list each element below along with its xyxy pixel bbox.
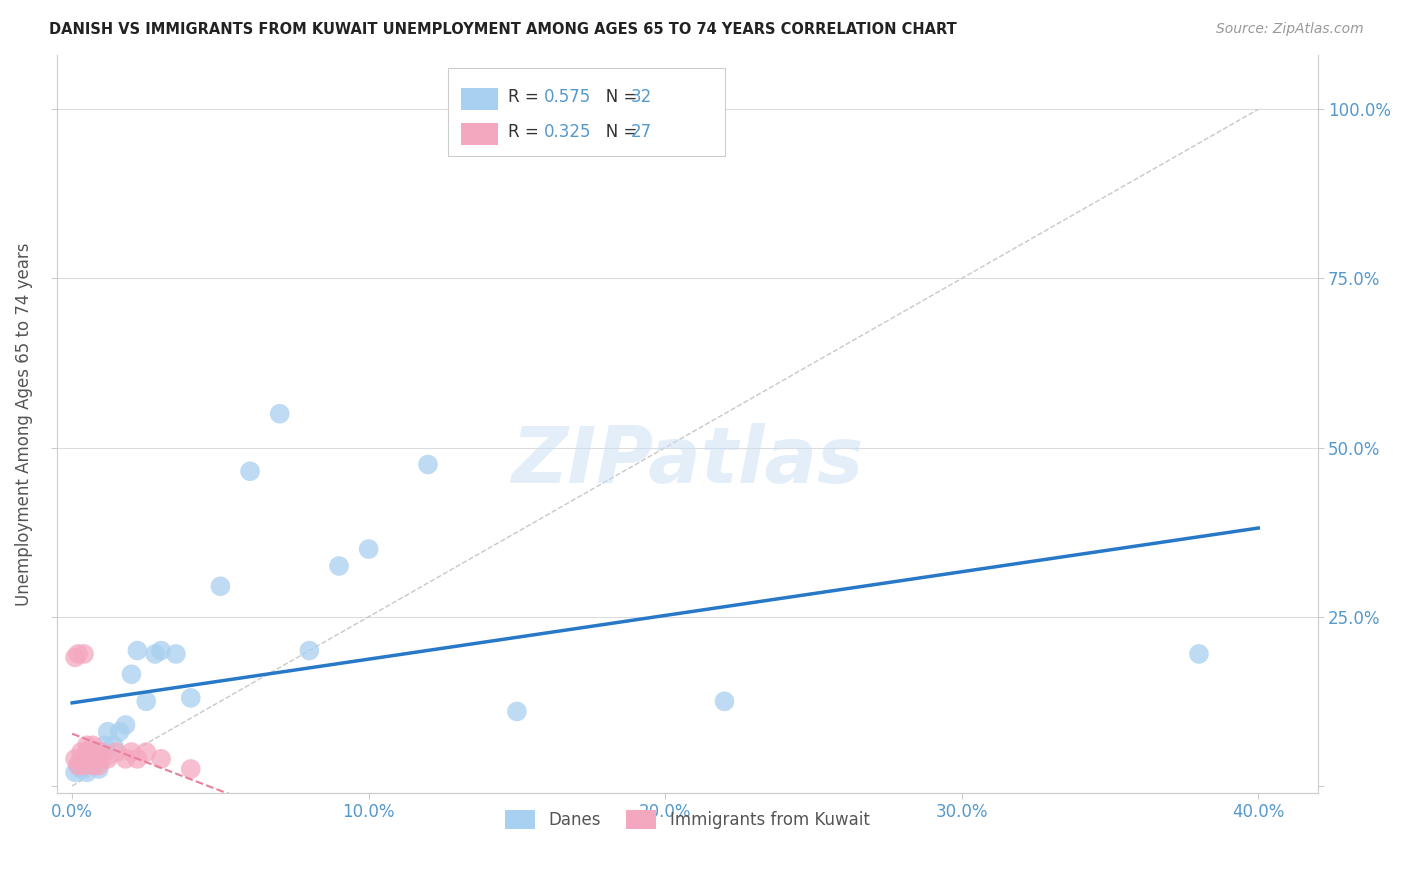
Point	[67, 758, 90, 772]
Point	[63, 650, 86, 665]
Point	[713, 694, 735, 708]
Point	[114, 718, 136, 732]
Point	[84, 752, 107, 766]
Point	[82, 758, 104, 772]
Point	[328, 559, 350, 574]
Point	[79, 745, 101, 759]
Point	[105, 745, 128, 759]
Text: 0.325: 0.325	[544, 123, 592, 141]
Point	[209, 579, 232, 593]
Text: ZIPatlas: ZIPatlas	[512, 423, 863, 499]
Point	[73, 755, 96, 769]
Point	[150, 752, 173, 766]
Point	[84, 745, 107, 759]
Point	[97, 724, 120, 739]
Point	[87, 762, 110, 776]
Point	[180, 690, 202, 705]
Point	[298, 643, 321, 657]
Point	[73, 647, 96, 661]
Legend: Danes, Immigrants from Kuwait: Danes, Immigrants from Kuwait	[499, 804, 876, 836]
FancyBboxPatch shape	[449, 68, 725, 156]
Text: N =: N =	[591, 88, 643, 106]
Point	[70, 752, 93, 766]
Text: R =: R =	[509, 123, 544, 141]
Text: 0.575: 0.575	[544, 88, 591, 106]
Point	[103, 739, 125, 753]
FancyBboxPatch shape	[461, 88, 498, 111]
Point	[357, 542, 380, 557]
Point	[90, 752, 112, 766]
Point	[63, 765, 86, 780]
Point	[97, 752, 120, 766]
Point	[67, 647, 90, 661]
Point	[269, 407, 291, 421]
Point	[82, 739, 104, 753]
Point	[165, 647, 187, 661]
Point	[67, 758, 90, 772]
Point	[87, 758, 110, 772]
Point	[90, 745, 112, 759]
Point	[127, 643, 149, 657]
Point	[94, 739, 117, 753]
Text: Source: ZipAtlas.com: Source: ZipAtlas.com	[1216, 22, 1364, 37]
Point	[84, 748, 107, 763]
Point	[70, 745, 93, 759]
Point	[73, 758, 96, 772]
Point	[135, 745, 157, 759]
Point	[70, 762, 93, 776]
Text: N =: N =	[591, 123, 643, 141]
Point	[143, 647, 166, 661]
Text: R =: R =	[509, 88, 544, 106]
Text: 32: 32	[631, 88, 652, 106]
Point	[63, 752, 86, 766]
Point	[506, 705, 529, 719]
Point	[76, 739, 98, 753]
Point	[120, 745, 142, 759]
FancyBboxPatch shape	[461, 123, 498, 145]
Point	[120, 667, 142, 681]
Point	[114, 752, 136, 766]
Point	[90, 745, 112, 759]
Point	[76, 765, 98, 780]
Point	[108, 724, 131, 739]
Point	[135, 694, 157, 708]
Y-axis label: Unemployment Among Ages 65 to 74 years: Unemployment Among Ages 65 to 74 years	[15, 242, 32, 606]
Point	[416, 458, 439, 472]
Point	[1188, 647, 1211, 661]
Point	[239, 464, 262, 478]
Point	[76, 745, 98, 759]
Text: 27: 27	[631, 123, 652, 141]
Point	[180, 762, 202, 776]
Point	[79, 752, 101, 766]
Text: DANISH VS IMMIGRANTS FROM KUWAIT UNEMPLOYMENT AMONG AGES 65 TO 74 YEARS CORRELAT: DANISH VS IMMIGRANTS FROM KUWAIT UNEMPLO…	[49, 22, 957, 37]
Point	[79, 752, 101, 766]
Point	[82, 758, 104, 772]
Point	[127, 752, 149, 766]
Point	[150, 643, 173, 657]
